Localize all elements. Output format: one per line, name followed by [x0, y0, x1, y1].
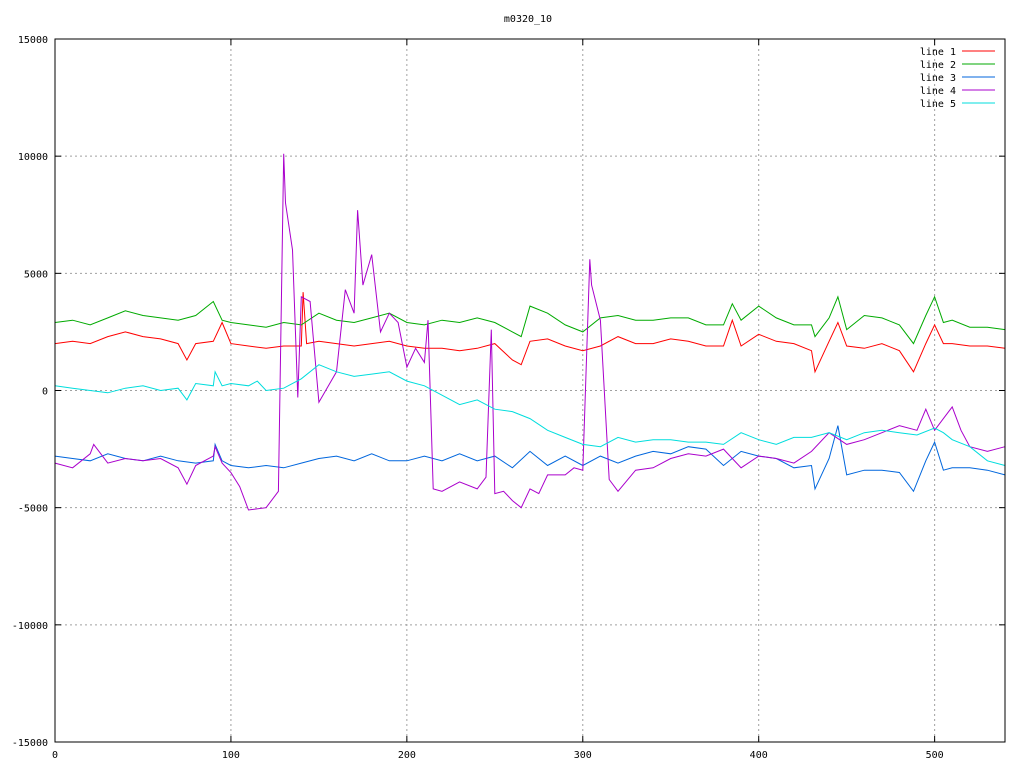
legend-label: line 5	[920, 99, 956, 110]
y-tick-label: 0	[42, 387, 48, 398]
series-line-5	[54, 364, 1006, 466]
grid-lines	[55, 39, 1005, 742]
x-tick-label: 100	[222, 750, 240, 761]
legend-label: line 4	[920, 86, 956, 97]
series-line-1	[54, 292, 1006, 374]
y-tick-label: -15000	[12, 738, 48, 749]
legend-label: line 3	[920, 73, 956, 84]
axis-ticks	[54, 38, 1005, 743]
series-line-4	[54, 153, 1006, 511]
x-tick-label: 300	[574, 750, 592, 761]
x-axis-tick-labels: 0 100 200 300 400 500	[52, 750, 944, 761]
series-line-2	[54, 295, 1006, 345]
series-lines	[54, 153, 1006, 511]
x-tick-label: 400	[750, 750, 768, 761]
y-axis-tick-labels: 15000 10000 5000 0 -5000 -10000 -15000	[12, 35, 48, 749]
legend: line 1 line 2 line 3 line 4 line 5	[920, 47, 995, 110]
x-tick-label: 0	[52, 750, 58, 761]
y-tick-label: -10000	[12, 621, 48, 632]
x-tick-label: 500	[926, 750, 944, 761]
y-tick-label: -5000	[18, 504, 48, 515]
y-tick-label: 10000	[18, 152, 48, 163]
x-tick-label: 200	[398, 750, 416, 761]
series-line-3	[54, 425, 1006, 493]
y-tick-label: 15000	[18, 35, 48, 46]
legend-label: line 2	[920, 60, 956, 71]
legend-label: line 1	[920, 47, 956, 58]
chart-title: m0320_10	[504, 14, 552, 25]
y-tick-label: 5000	[24, 269, 48, 280]
